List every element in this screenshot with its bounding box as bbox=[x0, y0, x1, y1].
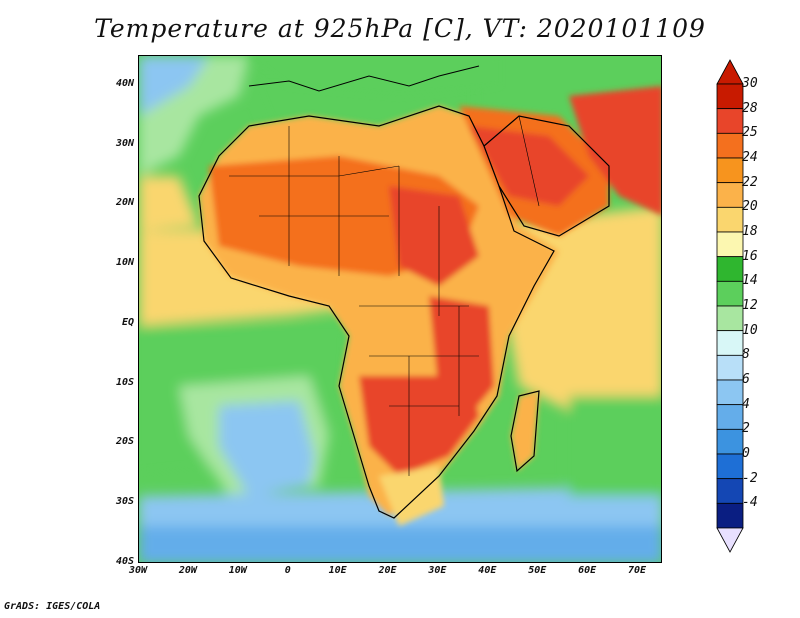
colorbar-label: 18 bbox=[742, 224, 758, 239]
madagascar-coastline bbox=[510, 390, 540, 473]
colorbar-label: -2 bbox=[742, 470, 758, 486]
europe-coastline bbox=[248, 65, 480, 92]
colorbar-segment bbox=[716, 354, 744, 381]
colorbar-segment bbox=[716, 132, 744, 159]
madagascar bbox=[511, 391, 539, 471]
colorbar-segment bbox=[716, 330, 744, 356]
colorbar bbox=[716, 59, 744, 553]
temperature-map bbox=[139, 56, 661, 562]
southern-africa-hot bbox=[359, 376, 479, 476]
lat-tick-label: 40S bbox=[115, 556, 134, 567]
lon-tick-label: 30W bbox=[128, 565, 148, 576]
colorbar-label: 16 bbox=[742, 248, 758, 264]
colorbar-label: 4 bbox=[742, 396, 750, 412]
colorbar-label: 8 bbox=[742, 347, 750, 363]
colorbar-segment bbox=[716, 231, 744, 258]
colorbar-segment bbox=[716, 305, 744, 332]
arabia-coastline bbox=[483, 115, 610, 237]
colorbar-segment bbox=[716, 83, 744, 110]
colorbar-max-triangle bbox=[716, 59, 744, 85]
colorbar-label: 12 bbox=[742, 298, 758, 313]
colorbar-label: 6 bbox=[742, 372, 750, 387]
lon-tick-label: 30E bbox=[428, 565, 447, 576]
iran-india-hot bbox=[569, 86, 661, 216]
lon-tick-label: 40E bbox=[478, 565, 497, 576]
lat-tick-label: 10S bbox=[115, 376, 134, 388]
colorbar-label: 14 bbox=[742, 273, 758, 289]
colorbar-segment bbox=[716, 453, 744, 480]
lon-tick-label: 70E bbox=[628, 565, 647, 576]
africa-coastline bbox=[198, 105, 555, 519]
lon-tick-label: 0 bbox=[284, 565, 291, 576]
lon-tick-label: 20E bbox=[378, 565, 397, 576]
lon-tick-label: 10W bbox=[228, 565, 247, 576]
credit-text: GrADS: IGES/COLA bbox=[4, 601, 101, 612]
south-atlantic-cold bbox=[219, 401, 314, 496]
colorbar-label: -4 bbox=[742, 495, 758, 511]
lat-tick-label: 20S bbox=[115, 436, 134, 448]
map-title: Temperature at 925hPa [C], VT: 202010110… bbox=[94, 14, 706, 43]
colorbar-label: 25 bbox=[742, 125, 758, 141]
colorbar-segment bbox=[716, 182, 744, 208]
colorbar-label: 22 bbox=[742, 174, 758, 190]
europe-land bbox=[249, 56, 499, 96]
colorbar-segment bbox=[716, 108, 744, 134]
colorbar-segment bbox=[716, 404, 744, 430]
southern-ocean-cold bbox=[139, 526, 661, 562]
lat-tick-label: EQ bbox=[121, 316, 134, 328]
lat-tick-label: 40N bbox=[115, 77, 134, 89]
colorbar-segment bbox=[716, 256, 744, 282]
colorbar-label: 20 bbox=[742, 199, 758, 215]
colorbar-segment bbox=[716, 478, 744, 504]
lat-tick-label: 20N bbox=[115, 197, 134, 209]
colorbar-label: 2 bbox=[742, 421, 750, 437]
colorbar-label: 30 bbox=[742, 76, 758, 91]
colorbar-segment bbox=[716, 428, 744, 455]
sudan-hot bbox=[389, 186, 479, 286]
colorbar-segment bbox=[716, 157, 744, 184]
lat-tick-label: 30S bbox=[115, 496, 134, 508]
colorbar-label: 24 bbox=[742, 150, 758, 165]
colorbar-min-triangle bbox=[716, 527, 744, 553]
south-africa-cool bbox=[379, 466, 444, 526]
map-frame bbox=[138, 55, 662, 563]
canary-warm bbox=[139, 176, 199, 231]
colorbar-label: 0 bbox=[742, 446, 750, 461]
colorbar-segment bbox=[716, 206, 744, 233]
lat-tick-label: 30N bbox=[115, 137, 134, 149]
colorbar-segment bbox=[716, 502, 744, 529]
colorbar-label: 10 bbox=[742, 322, 758, 338]
colorbar-label: 28 bbox=[742, 100, 758, 116]
lon-tick-label: 20W bbox=[178, 565, 197, 576]
colorbar-segment bbox=[716, 280, 744, 307]
country-borders bbox=[229, 115, 540, 476]
colorbar-segment bbox=[716, 379, 744, 406]
lon-tick-label: 10E bbox=[328, 565, 347, 576]
lon-tick-label: 60E bbox=[578, 565, 597, 576]
arabia-hot bbox=[469, 126, 589, 206]
indian-ocean-south bbox=[569, 396, 661, 496]
lon-tick-label: 50E bbox=[528, 565, 547, 576]
north-atlantic-cooler bbox=[139, 56, 209, 116]
lat-tick-label: 10N bbox=[115, 257, 134, 269]
